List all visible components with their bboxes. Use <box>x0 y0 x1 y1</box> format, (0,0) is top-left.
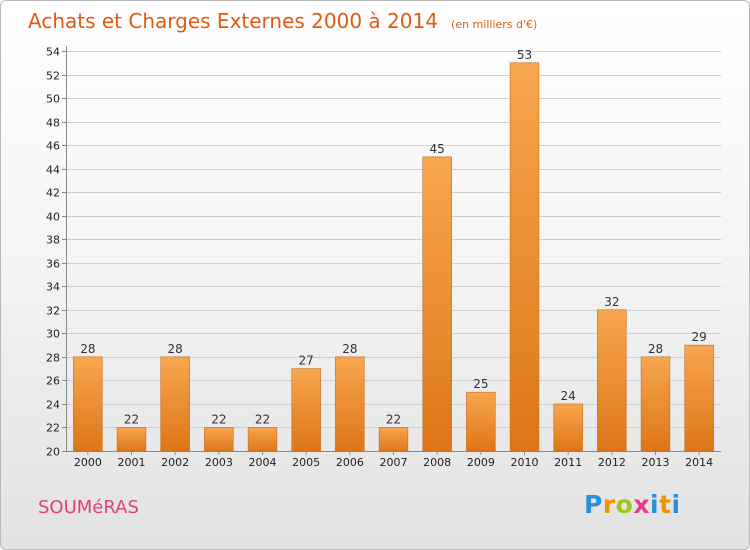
bar <box>247 427 278 452</box>
x-tick-label: 2000 <box>74 456 102 469</box>
bar <box>291 368 321 452</box>
bar <box>335 356 365 452</box>
x-tick-label: 2003 <box>205 456 233 469</box>
logo-letter: i <box>671 490 681 519</box>
bar <box>378 427 409 452</box>
bar-value-label: 32 <box>604 295 619 309</box>
bar <box>160 356 190 452</box>
bar-value-label: 25 <box>473 377 488 391</box>
logo-letter: t <box>659 490 672 519</box>
y-tick-label: 34 <box>46 281 60 294</box>
bar <box>509 62 540 452</box>
bar-value-label: 24 <box>561 389 576 403</box>
x-tick-label: 2010 <box>511 456 539 469</box>
y-tick-label: 46 <box>46 140 60 153</box>
x-tick-label: 2012 <box>598 456 626 469</box>
x-tick-label: 2013 <box>642 456 670 469</box>
bar-value-label: 53 <box>517 48 532 62</box>
y-tick-label: 24 <box>46 399 60 412</box>
bar <box>597 309 627 452</box>
x-tick-label: 2008 <box>423 456 451 469</box>
y-tick-label: 36 <box>46 258 60 271</box>
chart-title: Achats et Charges Externes 2000 à 2014 <box>28 9 438 33</box>
bar-value-label: 22 <box>255 412 270 426</box>
x-tick-label: 2011 <box>554 456 582 469</box>
logo-letter: x <box>633 490 650 519</box>
logo-letter: P <box>584 490 603 519</box>
bar <box>466 391 496 452</box>
x-tick-label: 2014 <box>685 456 713 469</box>
y-tick-label: 42 <box>46 187 60 200</box>
y-tick-label: 22 <box>46 422 60 435</box>
bar <box>684 344 714 452</box>
commune-name: SOUMéRAS <box>38 497 139 518</box>
x-tick-label: 2007 <box>380 456 408 469</box>
y-tick-label: 50 <box>46 93 60 106</box>
logo-letter: o <box>615 490 634 519</box>
bar-value-label: 29 <box>692 330 707 344</box>
y-tick-label: 44 <box>46 164 60 177</box>
logo-letter: i <box>650 490 660 519</box>
bar-value-label: 28 <box>342 342 357 356</box>
bar-value-label: 28 <box>648 342 663 356</box>
x-tick-label: 2001 <box>118 456 146 469</box>
y-tick-label: 48 <box>46 117 60 130</box>
bar-value-label: 45 <box>430 142 445 156</box>
y-tick-label: 54 <box>46 46 60 59</box>
bar-value-label: 22 <box>386 412 401 426</box>
bar <box>640 356 671 452</box>
y-tick-label: 30 <box>46 328 60 341</box>
bar-value-label: 27 <box>299 354 314 368</box>
bar <box>422 156 452 452</box>
bar-value-label: 22 <box>124 412 139 426</box>
y-tick-label: 28 <box>46 352 60 365</box>
y-tick-label: 38 <box>46 234 60 247</box>
chart-title-group: Achats et Charges Externes 2000 à 2014 (… <box>28 9 537 33</box>
y-tick-label: 26 <box>46 375 60 388</box>
logo-letter: r <box>602 490 616 519</box>
y-tick-label: 40 <box>46 211 60 224</box>
proxiti-logo[interactable]: Proxiti <box>584 490 681 519</box>
x-tick-label: 2006 <box>336 456 364 469</box>
x-tick-label: 2009 <box>467 456 495 469</box>
x-tick-label: 2002 <box>161 456 189 469</box>
bar <box>73 356 103 452</box>
chart-subtitle: (en milliers d'€) <box>451 18 538 31</box>
x-tick-label: 2005 <box>292 456 320 469</box>
bar <box>116 427 147 452</box>
bar-value-label: 28 <box>168 342 183 356</box>
bar <box>204 427 234 452</box>
bar-value-label: 28 <box>80 342 95 356</box>
y-tick-label: 32 <box>46 305 60 318</box>
y-tick-label: 20 <box>46 446 60 459</box>
bar-value-label: 22 <box>211 412 226 426</box>
bar <box>553 403 583 452</box>
x-tick-label: 2004 <box>249 456 277 469</box>
y-tick-label: 52 <box>46 70 60 83</box>
